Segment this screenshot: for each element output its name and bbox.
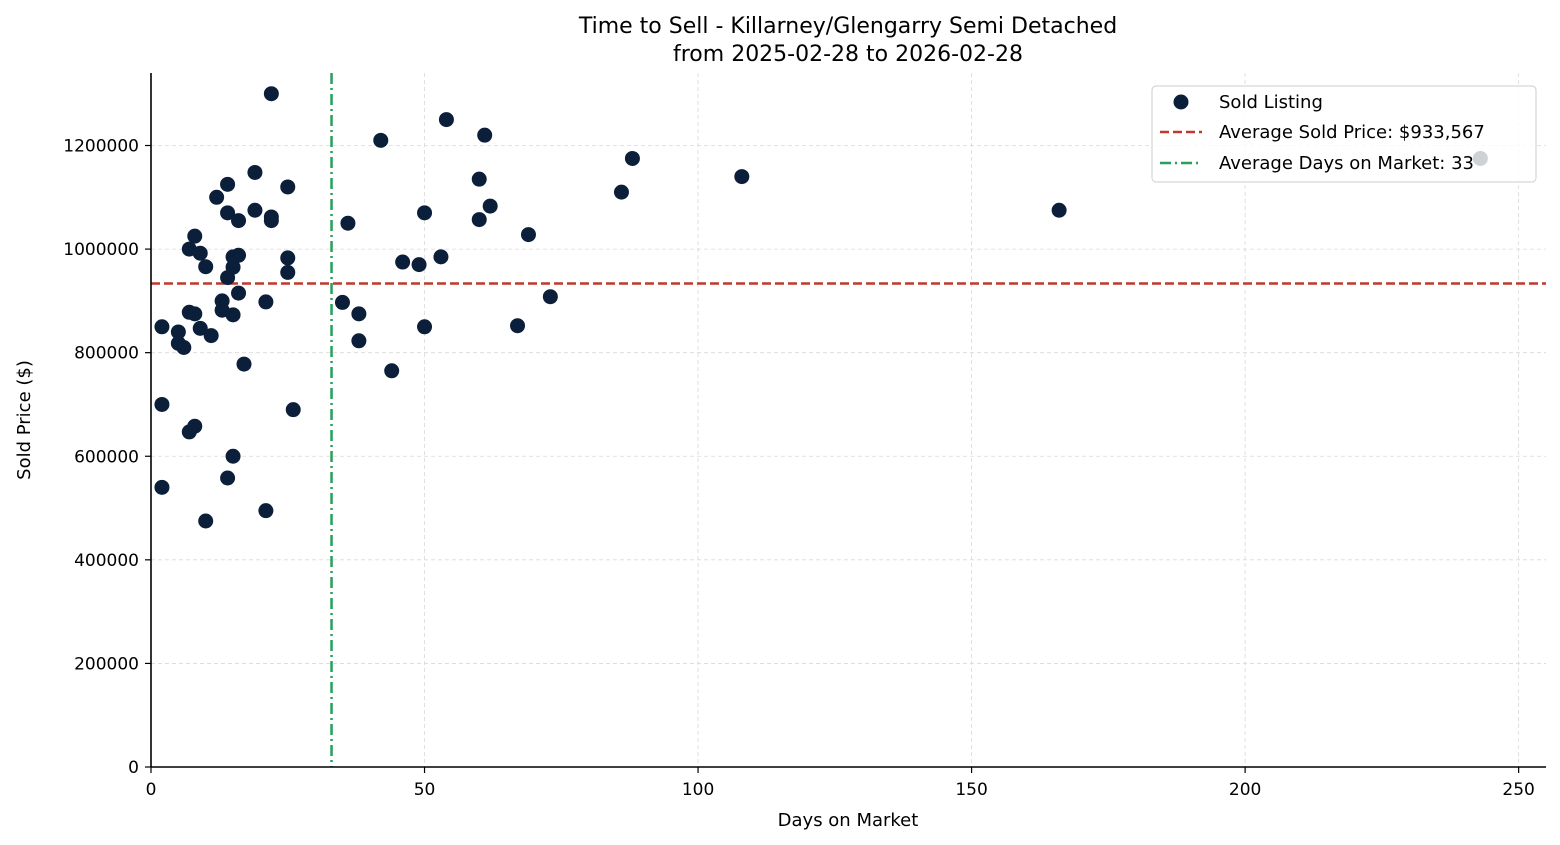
- data-point: [417, 319, 433, 335]
- data-point: [176, 339, 192, 355]
- data-point: [198, 513, 214, 529]
- data-point: [340, 215, 356, 231]
- data-point: [187, 228, 203, 244]
- data-point: [231, 247, 247, 263]
- data-point: [471, 212, 487, 228]
- axes: [150, 73, 1546, 768]
- data-point: [280, 250, 296, 266]
- data-point: [154, 396, 170, 412]
- x-tick-label: 250: [1502, 780, 1534, 800]
- chart-subtitle-text: from 2025-02-28 to 2026-02-28: [673, 42, 1023, 67]
- data-point: [334, 294, 350, 310]
- data-point: [411, 257, 427, 273]
- data-point: [247, 202, 263, 218]
- data-point: [285, 402, 301, 418]
- x-tick-label: 150: [955, 780, 987, 800]
- data-point: [438, 112, 454, 128]
- data-point: [192, 245, 208, 261]
- y-tick-label: 1200000: [63, 137, 139, 157]
- data-point: [203, 328, 219, 344]
- data-point: [236, 356, 252, 372]
- data-point: [373, 132, 389, 148]
- data-point: [170, 324, 186, 340]
- x-tick-label: 0: [146, 780, 157, 800]
- legend: Sold Listing Average Sold Price: $933,56…: [1151, 85, 1537, 183]
- data-point: [542, 289, 558, 305]
- y-tick-label: 600000: [74, 447, 139, 467]
- y-tick-label: 800000: [74, 344, 139, 364]
- y-tick-label: 400000: [74, 551, 139, 571]
- reference-lines: [151, 73, 1546, 767]
- data-point: [471, 171, 487, 187]
- legend-box: [1151, 85, 1537, 183]
- data-point: [351, 306, 367, 322]
- data-point: [225, 448, 241, 464]
- data-point: [1051, 202, 1067, 218]
- data-point: [351, 333, 367, 349]
- grid-lines: [151, 73, 1546, 767]
- chart-title: Time to Sell - Killarney/Glengarry Semi …: [578, 14, 1117, 67]
- data-point: [477, 127, 493, 143]
- data-point: [613, 184, 629, 200]
- data-point: [395, 254, 411, 270]
- y-tick-label: 0: [128, 758, 139, 778]
- data-point: [220, 205, 236, 221]
- data-point: [624, 150, 640, 166]
- data-point: [231, 213, 247, 229]
- data-point: [263, 213, 279, 229]
- x-tick-label: 200: [1229, 780, 1261, 800]
- data-point: [247, 164, 263, 180]
- data-point: [520, 227, 536, 243]
- data-point: [510, 318, 526, 334]
- data-point: [220, 176, 236, 192]
- data-point: [154, 319, 170, 335]
- data-point: [433, 249, 449, 265]
- data-point: [225, 259, 241, 275]
- x-tick-label: 100: [682, 780, 714, 800]
- data-point: [258, 503, 274, 519]
- y-axis-label: Sold Price ($): [14, 360, 35, 480]
- axis-ticks: 0 50 100 150 200 250 0 200000 400000 600000 800000…: [63, 137, 1535, 800]
- data-point: [231, 285, 247, 301]
- data-point: [225, 307, 241, 323]
- data-point: [482, 198, 498, 214]
- data-point: [187, 306, 203, 322]
- data-point: [280, 264, 296, 280]
- data-point: [734, 169, 750, 185]
- data-point: [154, 479, 170, 495]
- data-point: [280, 179, 296, 195]
- chart-title-text: Time to Sell - Killarney/Glengarry Semi …: [578, 14, 1117, 39]
- legend-sold-listing: Sold Listing: [1219, 92, 1323, 113]
- data-point: [187, 418, 203, 434]
- y-tick-label: 200000: [74, 654, 139, 674]
- legend-average-days: Average Days on Market: 33: [1219, 153, 1474, 174]
- data-point: [192, 320, 208, 336]
- data-point: [258, 294, 274, 310]
- data-point: [263, 86, 279, 102]
- legend-marker-icon: [1173, 94, 1189, 110]
- data-point: [384, 363, 400, 379]
- data-point: [209, 189, 225, 205]
- x-axis-label: Days on Market: [778, 810, 919, 831]
- legend-average-price: Average Sold Price: $933,567: [1219, 122, 1485, 143]
- y-tick-label: 1000000: [63, 240, 139, 260]
- data-point: [417, 205, 433, 221]
- data-point: [220, 470, 236, 486]
- data-point: [198, 259, 214, 275]
- x-tick-label: 50: [414, 780, 436, 800]
